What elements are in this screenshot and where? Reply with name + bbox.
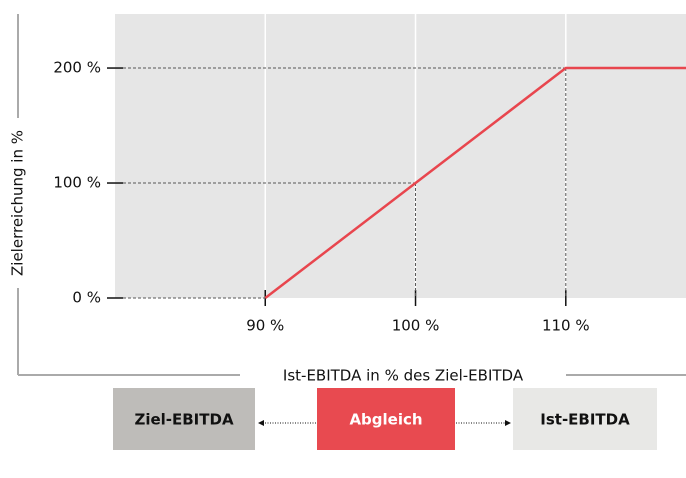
x-tick-label: 100 %	[392, 317, 440, 335]
arrow-head	[505, 420, 511, 426]
label-gap	[240, 365, 566, 385]
box-label: Ziel-EBITDA	[134, 411, 234, 429]
label-gap	[8, 118, 28, 288]
y-tick-label: 200 %	[53, 59, 101, 77]
box	[317, 388, 455, 450]
x-tick-label: 110 %	[542, 317, 590, 335]
y-tick-label: 0 %	[72, 289, 101, 307]
x-axis-label: Ist-EBITDA in % des Ziel-EBITDA	[283, 367, 524, 385]
arrow-head	[258, 420, 264, 426]
y-tick-label: 100 %	[53, 174, 101, 192]
y-axis-label: Zielerreichung in %	[9, 130, 27, 276]
box-label: Ist-EBITDA	[540, 411, 630, 429]
plot-area	[115, 14, 686, 298]
line	[264, 66, 686, 299]
box-label: Abgleich	[349, 411, 422, 429]
box	[113, 388, 255, 450]
x-tick-label: 90 %	[246, 317, 284, 335]
box	[513, 388, 657, 450]
